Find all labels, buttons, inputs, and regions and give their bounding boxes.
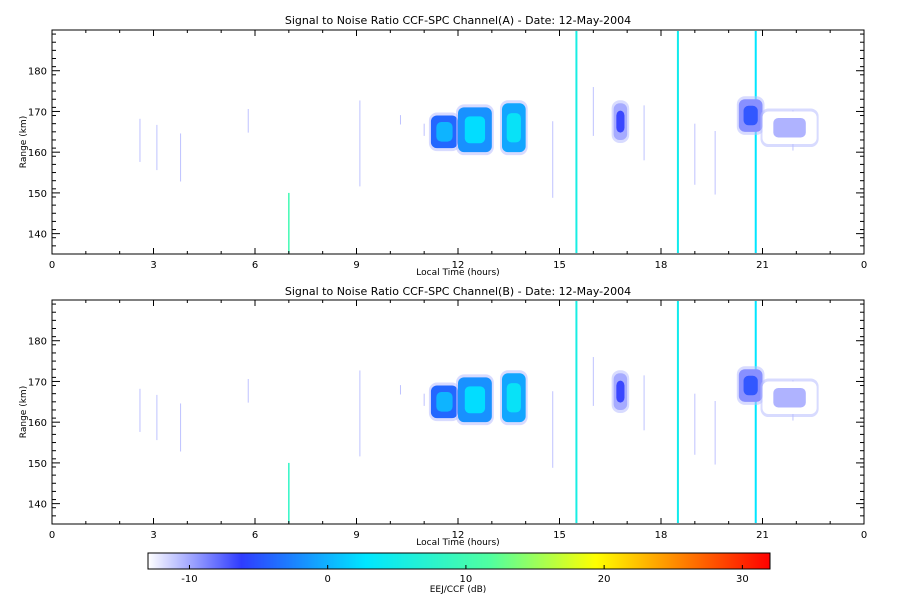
x-axis-label: Local Time (hours) xyxy=(416,268,499,278)
echo-core xyxy=(464,116,486,144)
axis-ticks: 0 3 6 9 12 15 18 21 0 140 150 160 170 180 xyxy=(28,300,867,541)
y-tick-label: 150 xyxy=(28,189,47,200)
echo-core xyxy=(436,392,453,412)
echo-core xyxy=(464,386,486,414)
x-tick-label: 3 xyxy=(150,530,156,541)
y-tick-label: 180 xyxy=(28,67,47,78)
colorbar-tick-label: -10 xyxy=(181,574,197,585)
x-tick-label: 15 xyxy=(553,260,566,271)
echo-core xyxy=(506,383,521,413)
echo-core xyxy=(743,375,758,396)
echo-layer xyxy=(139,301,819,523)
y-tick-label: 160 xyxy=(28,148,47,159)
x-tick-label: 0 xyxy=(861,260,867,271)
echo-core xyxy=(506,113,521,143)
y-tick-label: 140 xyxy=(28,230,47,241)
colorbar-tick-label: 30 xyxy=(736,574,749,585)
x-tick-label: 0 xyxy=(49,530,55,541)
x-tick-label: 9 xyxy=(353,260,359,271)
x-tick-label: 18 xyxy=(655,530,668,541)
y-axis-label: Range (km) xyxy=(19,386,29,438)
x-tick-label: 0 xyxy=(49,260,55,271)
x-tick-label: 21 xyxy=(756,530,769,541)
colorbar-tick-label: 10 xyxy=(460,574,473,585)
x-tick-label: 0 xyxy=(861,530,867,541)
chart-title: Signal to Noise Ratio CCF-SPC Channel(B)… xyxy=(285,285,631,298)
x-tick-label: 6 xyxy=(252,530,258,541)
chart-panel-b: Signal to Noise Ratio CCF-SPC Channel(B)… xyxy=(19,285,867,548)
echo-layer xyxy=(139,31,819,253)
colorbar-tick-label: 0 xyxy=(325,574,331,585)
echo-core xyxy=(436,122,453,142)
colorbar-gradient xyxy=(147,552,771,570)
x-tick-label: 21 xyxy=(756,260,769,271)
x-tick-label: 12 xyxy=(452,260,465,271)
chart-panel-a: Signal to Noise Ratio CCF-SPC Channel(A)… xyxy=(19,14,867,278)
y-tick-label: 150 xyxy=(28,459,47,470)
x-tick-label: 18 xyxy=(655,260,668,271)
echo-core xyxy=(773,117,806,138)
echo-core xyxy=(616,110,625,133)
echo-core xyxy=(773,387,806,408)
y-tick-label: 140 xyxy=(28,500,47,511)
x-tick-label: 3 xyxy=(150,260,156,271)
y-tick-label: 170 xyxy=(28,107,47,118)
y-axis-label: Range (km) xyxy=(19,116,29,168)
echo-core xyxy=(743,105,758,126)
x-axis-label: Local Time (hours) xyxy=(416,538,499,548)
axis-ticks: 0 3 6 9 12 15 18 21 0 140 150 160 170 180 xyxy=(28,30,867,271)
echo-core xyxy=(616,380,625,403)
colorbar-tick-label: 20 xyxy=(598,574,611,585)
chart-title: Signal to Noise Ratio CCF-SPC Channel(A)… xyxy=(285,14,631,27)
x-tick-label: 9 xyxy=(353,530,359,541)
colorbar-label: EEJ/CCF (dB) xyxy=(430,585,487,595)
x-tick-label: 12 xyxy=(452,530,465,541)
y-tick-label: 180 xyxy=(28,337,47,348)
x-tick-label: 6 xyxy=(252,260,258,271)
x-tick-label: 15 xyxy=(553,530,566,541)
y-tick-label: 170 xyxy=(28,377,47,388)
colorbar-ticks: -10 0 10 20 30 xyxy=(181,565,749,585)
colorbar: -10 0 10 20 30 EEJ/CCF (dB) xyxy=(147,552,771,595)
y-tick-label: 160 xyxy=(28,418,47,429)
